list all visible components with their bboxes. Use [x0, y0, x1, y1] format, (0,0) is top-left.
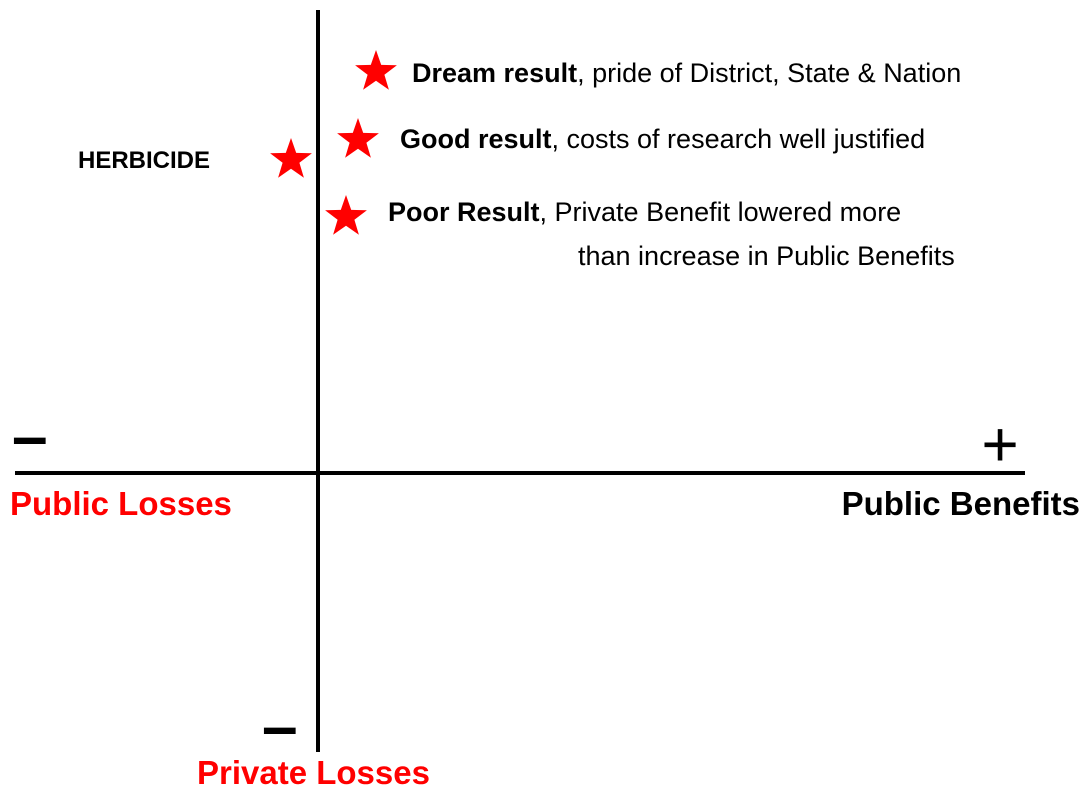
star — [337, 118, 379, 158]
private-losses-label: Private Losses — [197, 754, 430, 789]
outcome-label: Good result — [400, 124, 552, 154]
outcome-poor: Poor Result, Private Benefit lowered mor… — [388, 197, 901, 227]
outcome-dream: Dream result, pride of District, State &… — [412, 58, 961, 88]
star — [355, 50, 397, 90]
plus-sign: + — [981, 408, 1018, 480]
outcome-text: , Private Benefit lowered more — [540, 197, 902, 227]
outcome-text: than increase in Public Benefits — [578, 241, 955, 271]
star — [270, 138, 312, 178]
stars — [270, 50, 397, 235]
public-losses-label: Public Losses — [10, 485, 232, 522]
public-benefits-label: Public Benefits — [842, 485, 1080, 522]
outcome-label: Poor Result — [388, 197, 540, 227]
outcome-label: Dream result — [412, 58, 577, 88]
outcome-text: , pride of District, State & Nation — [577, 58, 961, 88]
outcome-text: , costs of research well justified — [552, 124, 926, 154]
minus-sign: – — [12, 400, 48, 472]
herbicide-label: HERBICIDE — [78, 147, 210, 174]
outcome-good: Good result, costs of research well just… — [400, 124, 925, 154]
star — [325, 195, 367, 235]
minus-sign: – — [262, 690, 298, 762]
